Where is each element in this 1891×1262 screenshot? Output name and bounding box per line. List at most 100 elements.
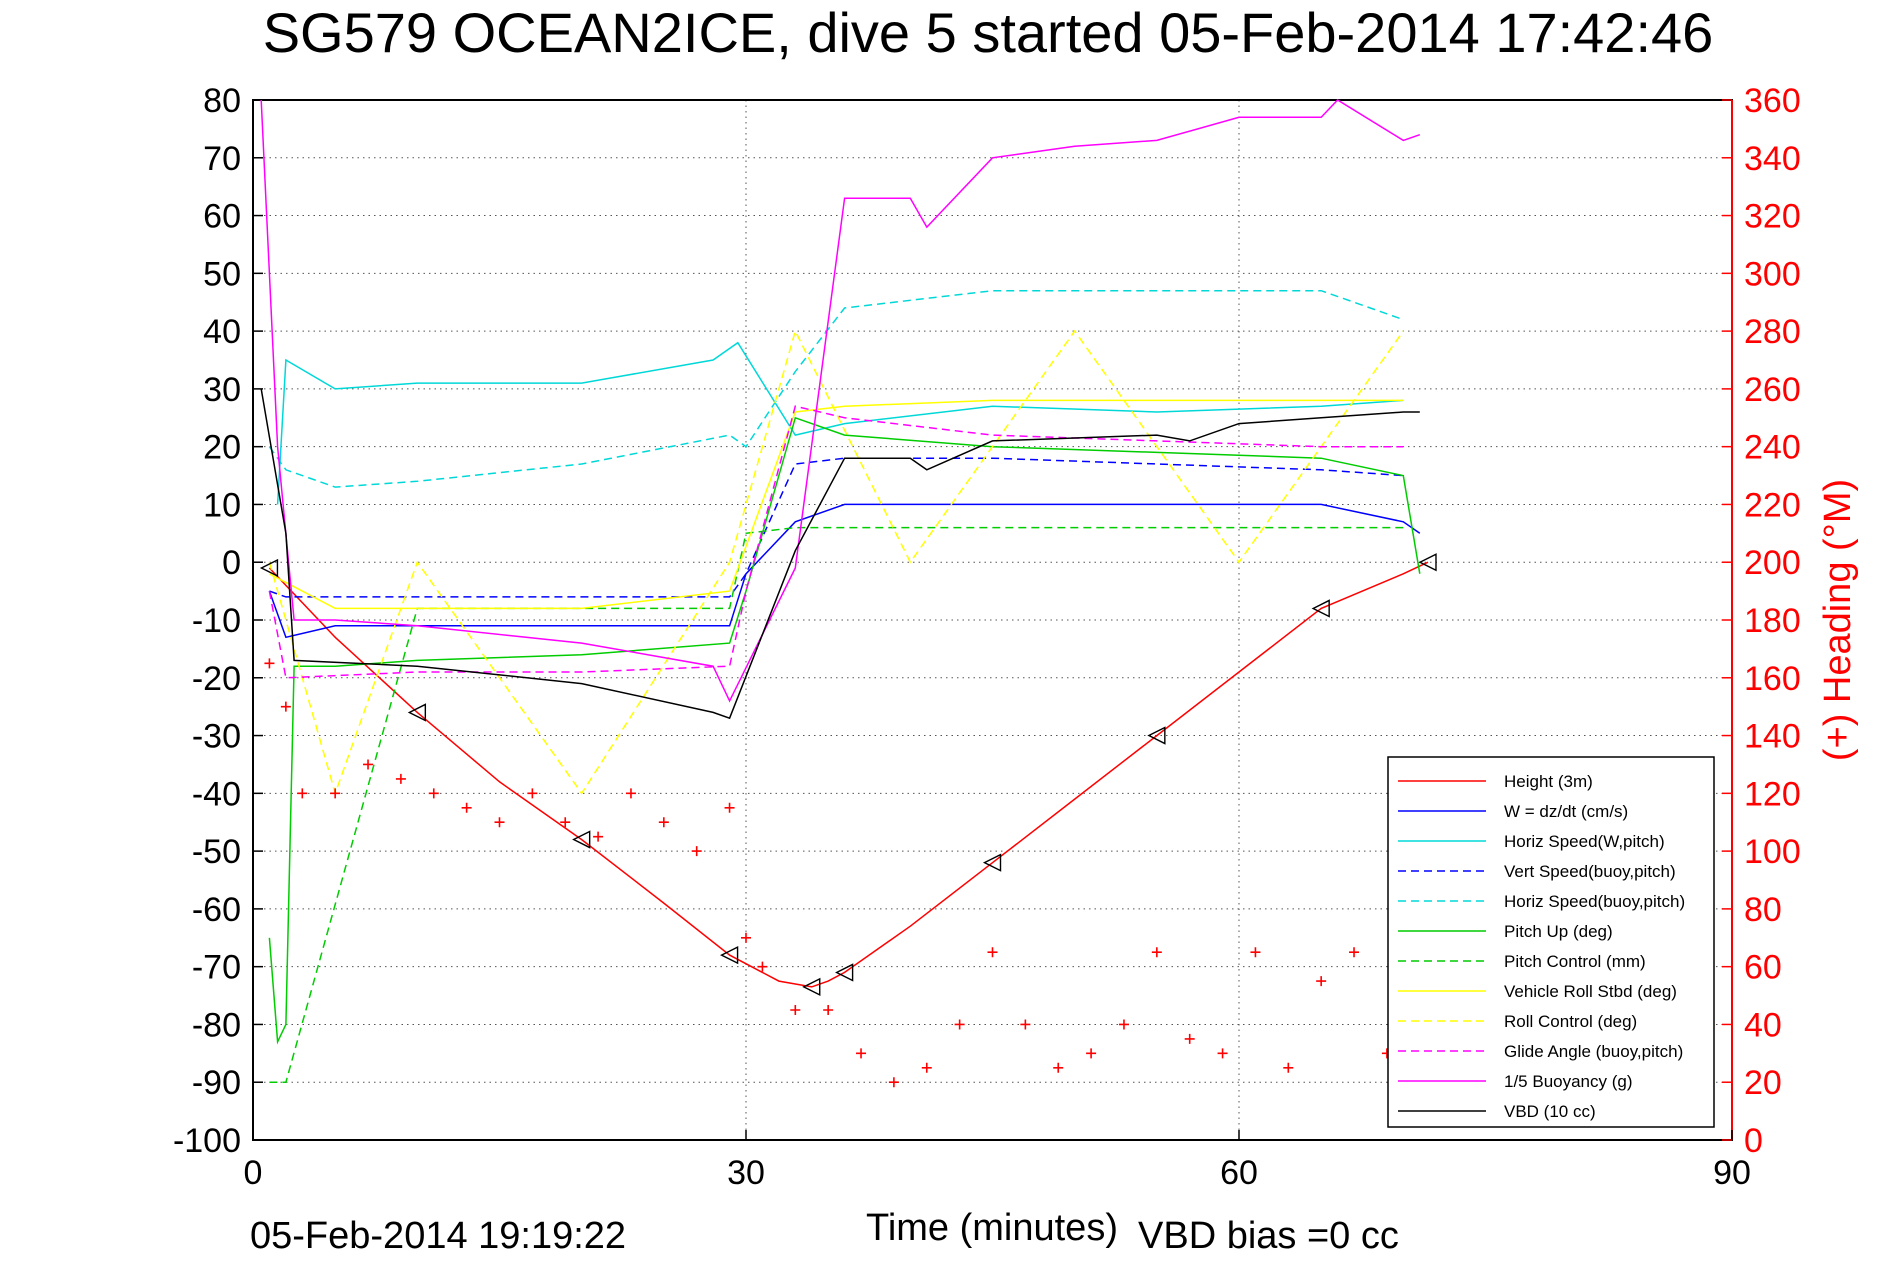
series-line [260,388,1420,720]
legend-label: Pitch Control (mm) [1504,952,1646,971]
y-right-tick-label: 140 [1744,718,1801,756]
heading-marker [790,1005,801,1015]
series-line [269,457,1404,598]
y-axis-left: 80 70 60 50 40 30 20 10 0 -10 -20 -30 -40 -50 -60 -70 -8… [173,82,263,1160]
heading-marker [1184,1033,1195,1044]
heading-marker [593,831,604,842]
y-right-tick-label: 220 [1744,486,1801,524]
heading-marker [560,817,571,828]
heading-marker [1250,947,1261,958]
series-line [268,503,1421,639]
series-line [268,405,1404,679]
y-right-tick-label: 240 [1744,429,1801,467]
heading-marker [264,658,275,669]
heading-marker [856,1048,867,1059]
heading-marker [1217,1048,1228,1059]
heading-marker [823,1005,834,1015]
y-right-tick-label: 340 [1744,140,1801,178]
heading-marker [330,788,341,799]
series-line [276,341,1404,505]
y-right-tick-label: 260 [1744,371,1801,409]
y-right-tick-label: 120 [1744,775,1801,813]
heading-marker [1020,1019,1031,1030]
y-tick-label: 0 [222,544,241,582]
height-triangle-marker [720,945,739,965]
y-tick-label: 10 [203,486,241,524]
heading-marker [527,788,538,799]
series-line [268,329,1404,796]
y-tick-label: -60 [192,891,241,929]
y-tick-label: 60 [203,198,241,236]
series-line [260,99,1421,703]
heading-marker [888,1077,899,1088]
y-tick-label: -80 [192,1006,241,1044]
y-right-tick-label: 100 [1744,833,1801,871]
legend-label: 1/5 Buoyancy (g) [1504,1072,1633,1091]
legend-label: Vert Speed(buoy,pitch) [1504,862,1676,881]
y-right-tick-label: 80 [1744,891,1782,929]
heading-marker [1151,947,1162,958]
legend-label: Roll Control (deg) [1504,1012,1637,1031]
x-axis-label: Time (minutes) [866,1207,1118,1249]
height-triangle-marker [572,830,591,849]
height-triangle-marker [1147,726,1166,745]
chart-legend: Height (3m) W = dz/dt (cm/s) Horiz Speed(W… [1387,756,1715,1128]
heading-marker [757,961,768,972]
chart-title: SG579 OCEAN2ICE, dive 5 started 05-Feb-2… [263,1,1714,64]
x-tick-label: 30 [727,1154,765,1192]
series-line [268,416,1421,1045]
heading-marker [625,788,636,799]
y-right-tick-label: 360 [1744,82,1801,120]
y-right-tick-label: 300 [1744,255,1801,293]
y-tick-label: -50 [192,833,241,871]
legend-label: Vehicle Roll Stbd (deg) [1504,982,1677,1001]
y-right-tick-label: 40 [1744,1006,1782,1044]
heading-marker [461,802,472,813]
series-line [269,399,1404,610]
series-line [268,289,1404,488]
y-right-tick-label: 200 [1744,544,1801,582]
y-tick-label: -100 [173,1122,241,1160]
y-tick-label: -10 [192,602,241,640]
heading-marker [280,701,291,712]
heading-marker [1349,947,1360,958]
legend-label: Pitch Up (deg) [1504,922,1613,941]
plot-area [259,99,1437,1088]
footer-vbd-bias: VBD bias =0 cc [1138,1215,1399,1257]
heading-marker [494,817,505,828]
heading-marker [741,932,751,943]
legend-label: Horiz Speed(buoy,pitch) [1504,892,1685,911]
y-tick-label: -30 [192,718,241,756]
heading-marker [987,947,998,958]
y-right-tick-label: 320 [1744,198,1801,236]
y-tick-label: -20 [192,660,241,698]
heading-marker [691,846,702,857]
y-tick-label: -70 [192,949,241,987]
y-right-tick-label: 280 [1744,313,1801,351]
heading-marker [428,788,439,799]
x-axis: 0 30 60 90 [244,1130,1751,1192]
heading-marker [1316,976,1327,987]
heading-marker [724,802,735,813]
height-triangle-marker [835,963,854,982]
legend-label: VBD (10 cc) [1504,1102,1596,1121]
height-triangle-marker [259,558,279,578]
heading-marker [954,1019,965,1030]
y-tick-label: 20 [203,429,241,467]
series-line [269,526,1404,1083]
heading-marker [297,788,308,799]
x-tick-label: 90 [1713,1154,1751,1192]
y-tick-label: 40 [203,313,241,351]
legend-label: Horiz Speed(W,pitch) [1504,832,1665,851]
heading-marker [1086,1048,1097,1059]
x-tick-label: 0 [244,1154,263,1192]
y-right-tick-label: 60 [1744,949,1782,987]
y-right-tick-label: 0 [1744,1122,1763,1160]
y-axis-right: 3603403203002802602402202001801601401201… [1722,82,1801,1160]
x-tick-label: 60 [1220,1154,1258,1192]
series-line [268,561,1429,988]
heading-marker [921,1062,932,1073]
heading-marker [395,773,406,784]
heading-marker [363,759,374,770]
